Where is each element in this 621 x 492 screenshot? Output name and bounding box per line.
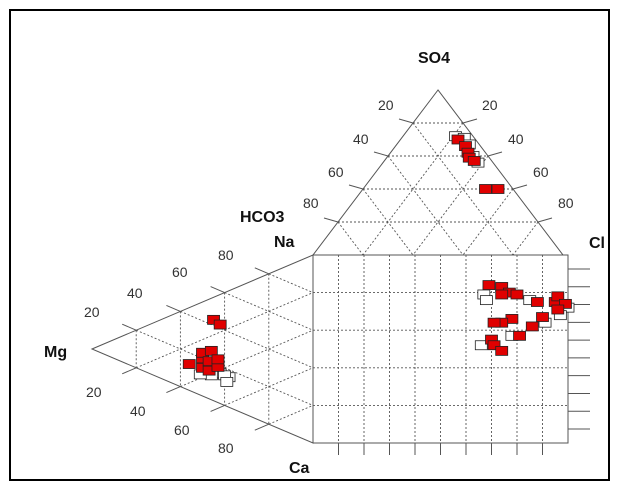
tick-label-anion-left-60: 60 [328, 164, 344, 180]
tick-label-cation-lower-60: 60 [174, 422, 190, 438]
outline-layer [90, 89, 569, 444]
cation-tick [210, 404, 225, 412]
axis-label-ca: Ca [289, 460, 310, 477]
data-point-open [474, 340, 488, 351]
data-point-filled [204, 345, 218, 356]
cation-tick [166, 386, 181, 394]
axis-label-na: Na [274, 234, 295, 251]
anion-grid-line [412, 155, 489, 256]
tick-label-cation-upper-40: 40 [127, 285, 143, 301]
data-point-filled [495, 289, 509, 300]
cation-tick [210, 286, 225, 294]
cation-tick [254, 267, 269, 275]
cation-tick [122, 323, 137, 331]
data-point-filled [211, 354, 225, 365]
anion-tick [512, 184, 528, 190]
data-point-filled [213, 319, 227, 330]
anion-tick [487, 151, 503, 157]
anion-tick [462, 118, 478, 124]
data-point-filled [559, 298, 572, 309]
data-point-filled [451, 134, 465, 145]
data-point-filled [536, 312, 549, 322]
data-point-filled [513, 330, 526, 341]
anion-grid-line [387, 155, 464, 256]
axis-label-so4: SO4 [418, 50, 450, 67]
figure-frame [9, 9, 610, 481]
anion-grid-line [512, 221, 539, 256]
tick-label-anion-left-80: 80 [303, 195, 319, 211]
tick-label-anion-left-20: 20 [378, 97, 394, 113]
data-point-filled [491, 184, 505, 194]
anion-tick [373, 151, 389, 157]
cation-grid-line [136, 292, 314, 369]
cation-tick [166, 304, 181, 312]
data-point-filled [487, 317, 501, 328]
data-point-filled [495, 345, 509, 356]
tick-label-cation-upper-60: 60 [172, 264, 188, 280]
tick-label-cation-lower-40: 40 [130, 403, 146, 419]
cation-grid-line [180, 310, 314, 369]
data-point-filled [531, 297, 544, 307]
data-point-filled [182, 359, 196, 369]
tick-layer [122, 118, 590, 455]
tick-label-anion-right-20: 20 [482, 97, 498, 113]
tick-label-anion-left-40: 40 [353, 131, 369, 147]
tick-label-cation-lower-20: 20 [86, 384, 102, 400]
data-point-filled [467, 156, 481, 166]
axis-label-hco3: HCO3 [240, 209, 285, 226]
data-point-filled [525, 321, 539, 332]
tick-label-cation-upper-20: 20 [84, 304, 100, 320]
tick-label-cation-lower-80: 80 [218, 440, 234, 456]
anion-tick [323, 217, 339, 223]
anion-tick [398, 118, 414, 124]
data-point-open [220, 376, 234, 387]
cation-grid-line [136, 329, 314, 406]
axis-label-mg: Mg [44, 344, 67, 361]
cation-grid-line [268, 273, 314, 294]
tick-label-anion-right-60: 60 [533, 164, 549, 180]
point-layer [182, 131, 575, 387]
anion-triangle [311, 89, 565, 256]
cation-grid-line [268, 404, 314, 425]
data-point-open [479, 295, 493, 306]
anion-tick [348, 184, 364, 190]
tick-label-cation-upper-80: 80 [218, 247, 234, 263]
data-point-filled [551, 304, 565, 315]
data-point-filled [510, 289, 524, 300]
cation-tick [122, 367, 137, 375]
anion-grid-line [337, 221, 364, 256]
axis-label-cl: Cl [589, 235, 605, 252]
tick-label-anion-right-40: 40 [508, 131, 524, 147]
cation-tick [254, 423, 269, 431]
tick-label-anion-right-80: 80 [558, 195, 574, 211]
anion-tick [537, 217, 553, 223]
data-point-filled [482, 280, 496, 290]
data-point-filled [551, 291, 565, 302]
data-point-filled [487, 340, 501, 351]
data-point-filled [479, 184, 492, 194]
